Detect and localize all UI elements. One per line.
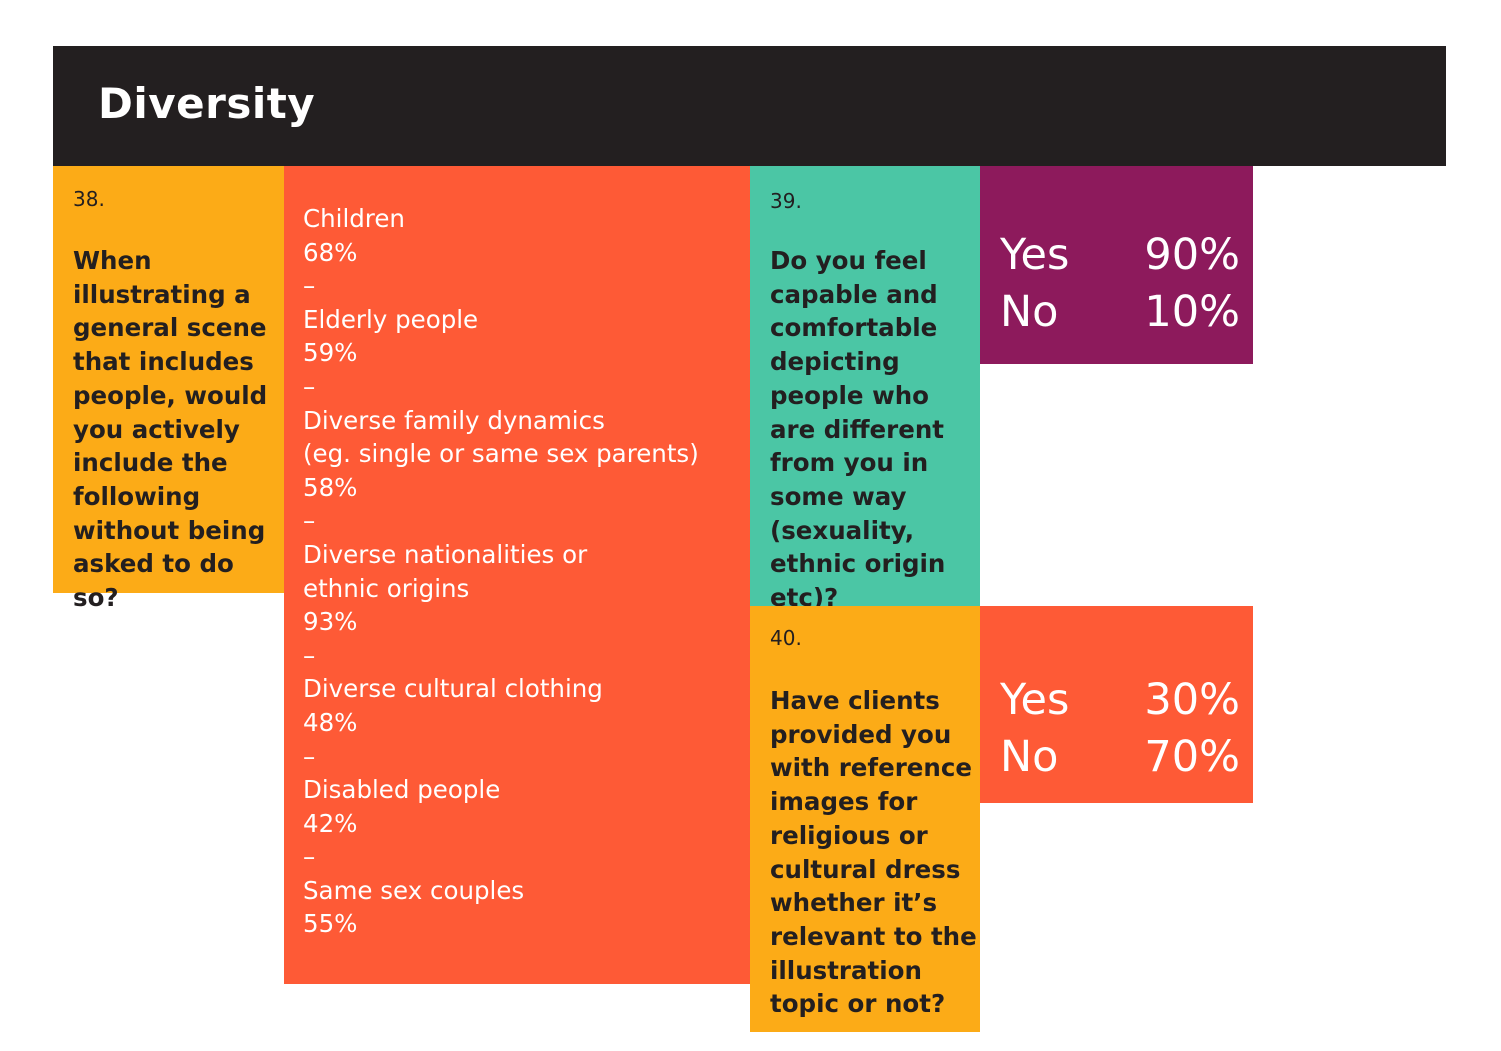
question-39-number: 39. bbox=[770, 189, 802, 213]
answer-row-no: No 10% bbox=[1000, 283, 1240, 341]
option-value: 68% bbox=[303, 237, 358, 267]
question-38-text: When illustrating a general scene that i… bbox=[73, 246, 268, 613]
option-label: Same sex couples bbox=[303, 875, 525, 905]
answer-row-no: No 70% bbox=[1000, 728, 1240, 786]
option-value: 48% bbox=[303, 707, 358, 737]
question-38-options-card: Children 68% – Elderly people 59% – Dive… bbox=[284, 166, 750, 984]
page-title: Diversity bbox=[98, 79, 316, 128]
question-40-card: 40. Have clients provided you with refer… bbox=[750, 606, 980, 1032]
page-header: Diversity bbox=[53, 46, 1446, 166]
answer-row-yes: Yes 30% bbox=[1000, 671, 1240, 729]
question-38-card: 38. When illustrating a general scene th… bbox=[53, 166, 284, 612]
answer-value: 10% bbox=[1144, 287, 1240, 337]
question-39-card: 39. Do you feel capable and comfortable … bbox=[750, 166, 980, 612]
option-label: Children bbox=[303, 204, 405, 233]
option-separator: – bbox=[303, 842, 316, 872]
option-value: 58% bbox=[303, 472, 358, 502]
option-label: (eg. single or same sex parents) bbox=[303, 439, 699, 469]
question-39-text: Do you feel capable and comfortable depi… bbox=[770, 246, 946, 613]
option-label: Disabled people bbox=[303, 775, 501, 805]
option-separator: – bbox=[303, 271, 316, 301]
option-label: Elderly people bbox=[303, 304, 479, 334]
option-label: Diverse cultural clothing bbox=[303, 674, 603, 704]
question-40-answers-card: Yes 30% No 70% bbox=[980, 606, 1253, 803]
option-label: ethnic origins bbox=[303, 573, 470, 603]
answer-label: Yes bbox=[1000, 230, 1070, 280]
option-value: 59% bbox=[303, 338, 358, 368]
option-value: 55% bbox=[303, 909, 358, 939]
option-value: 93% bbox=[303, 607, 358, 637]
answer-label: Yes bbox=[1000, 675, 1070, 725]
option-separator: – bbox=[303, 741, 316, 771]
question-38-number: 38. bbox=[73, 187, 105, 211]
option-separator: – bbox=[303, 640, 316, 670]
answer-value: 70% bbox=[1144, 732, 1240, 782]
answer-label: No bbox=[1000, 732, 1059, 782]
question-39-answers-card: Yes 90% No 10% bbox=[980, 166, 1253, 364]
option-label: Diverse nationalities or bbox=[303, 539, 588, 569]
question-40-text: Have clients provided you with reference… bbox=[770, 686, 977, 1019]
answer-value: 30% bbox=[1144, 675, 1240, 725]
question-40-number: 40. bbox=[770, 626, 802, 650]
option-label: Diverse family dynamics bbox=[303, 405, 605, 435]
option-value: 42% bbox=[303, 808, 358, 838]
question-38-options-list: Children 68% – Elderly people 59% – Dive… bbox=[303, 202, 743, 941]
answer-row-yes: Yes 90% bbox=[1000, 226, 1240, 284]
option-separator: – bbox=[303, 506, 316, 536]
option-separator: – bbox=[303, 371, 316, 401]
answer-label: No bbox=[1000, 287, 1059, 337]
answer-value: 90% bbox=[1144, 230, 1240, 280]
